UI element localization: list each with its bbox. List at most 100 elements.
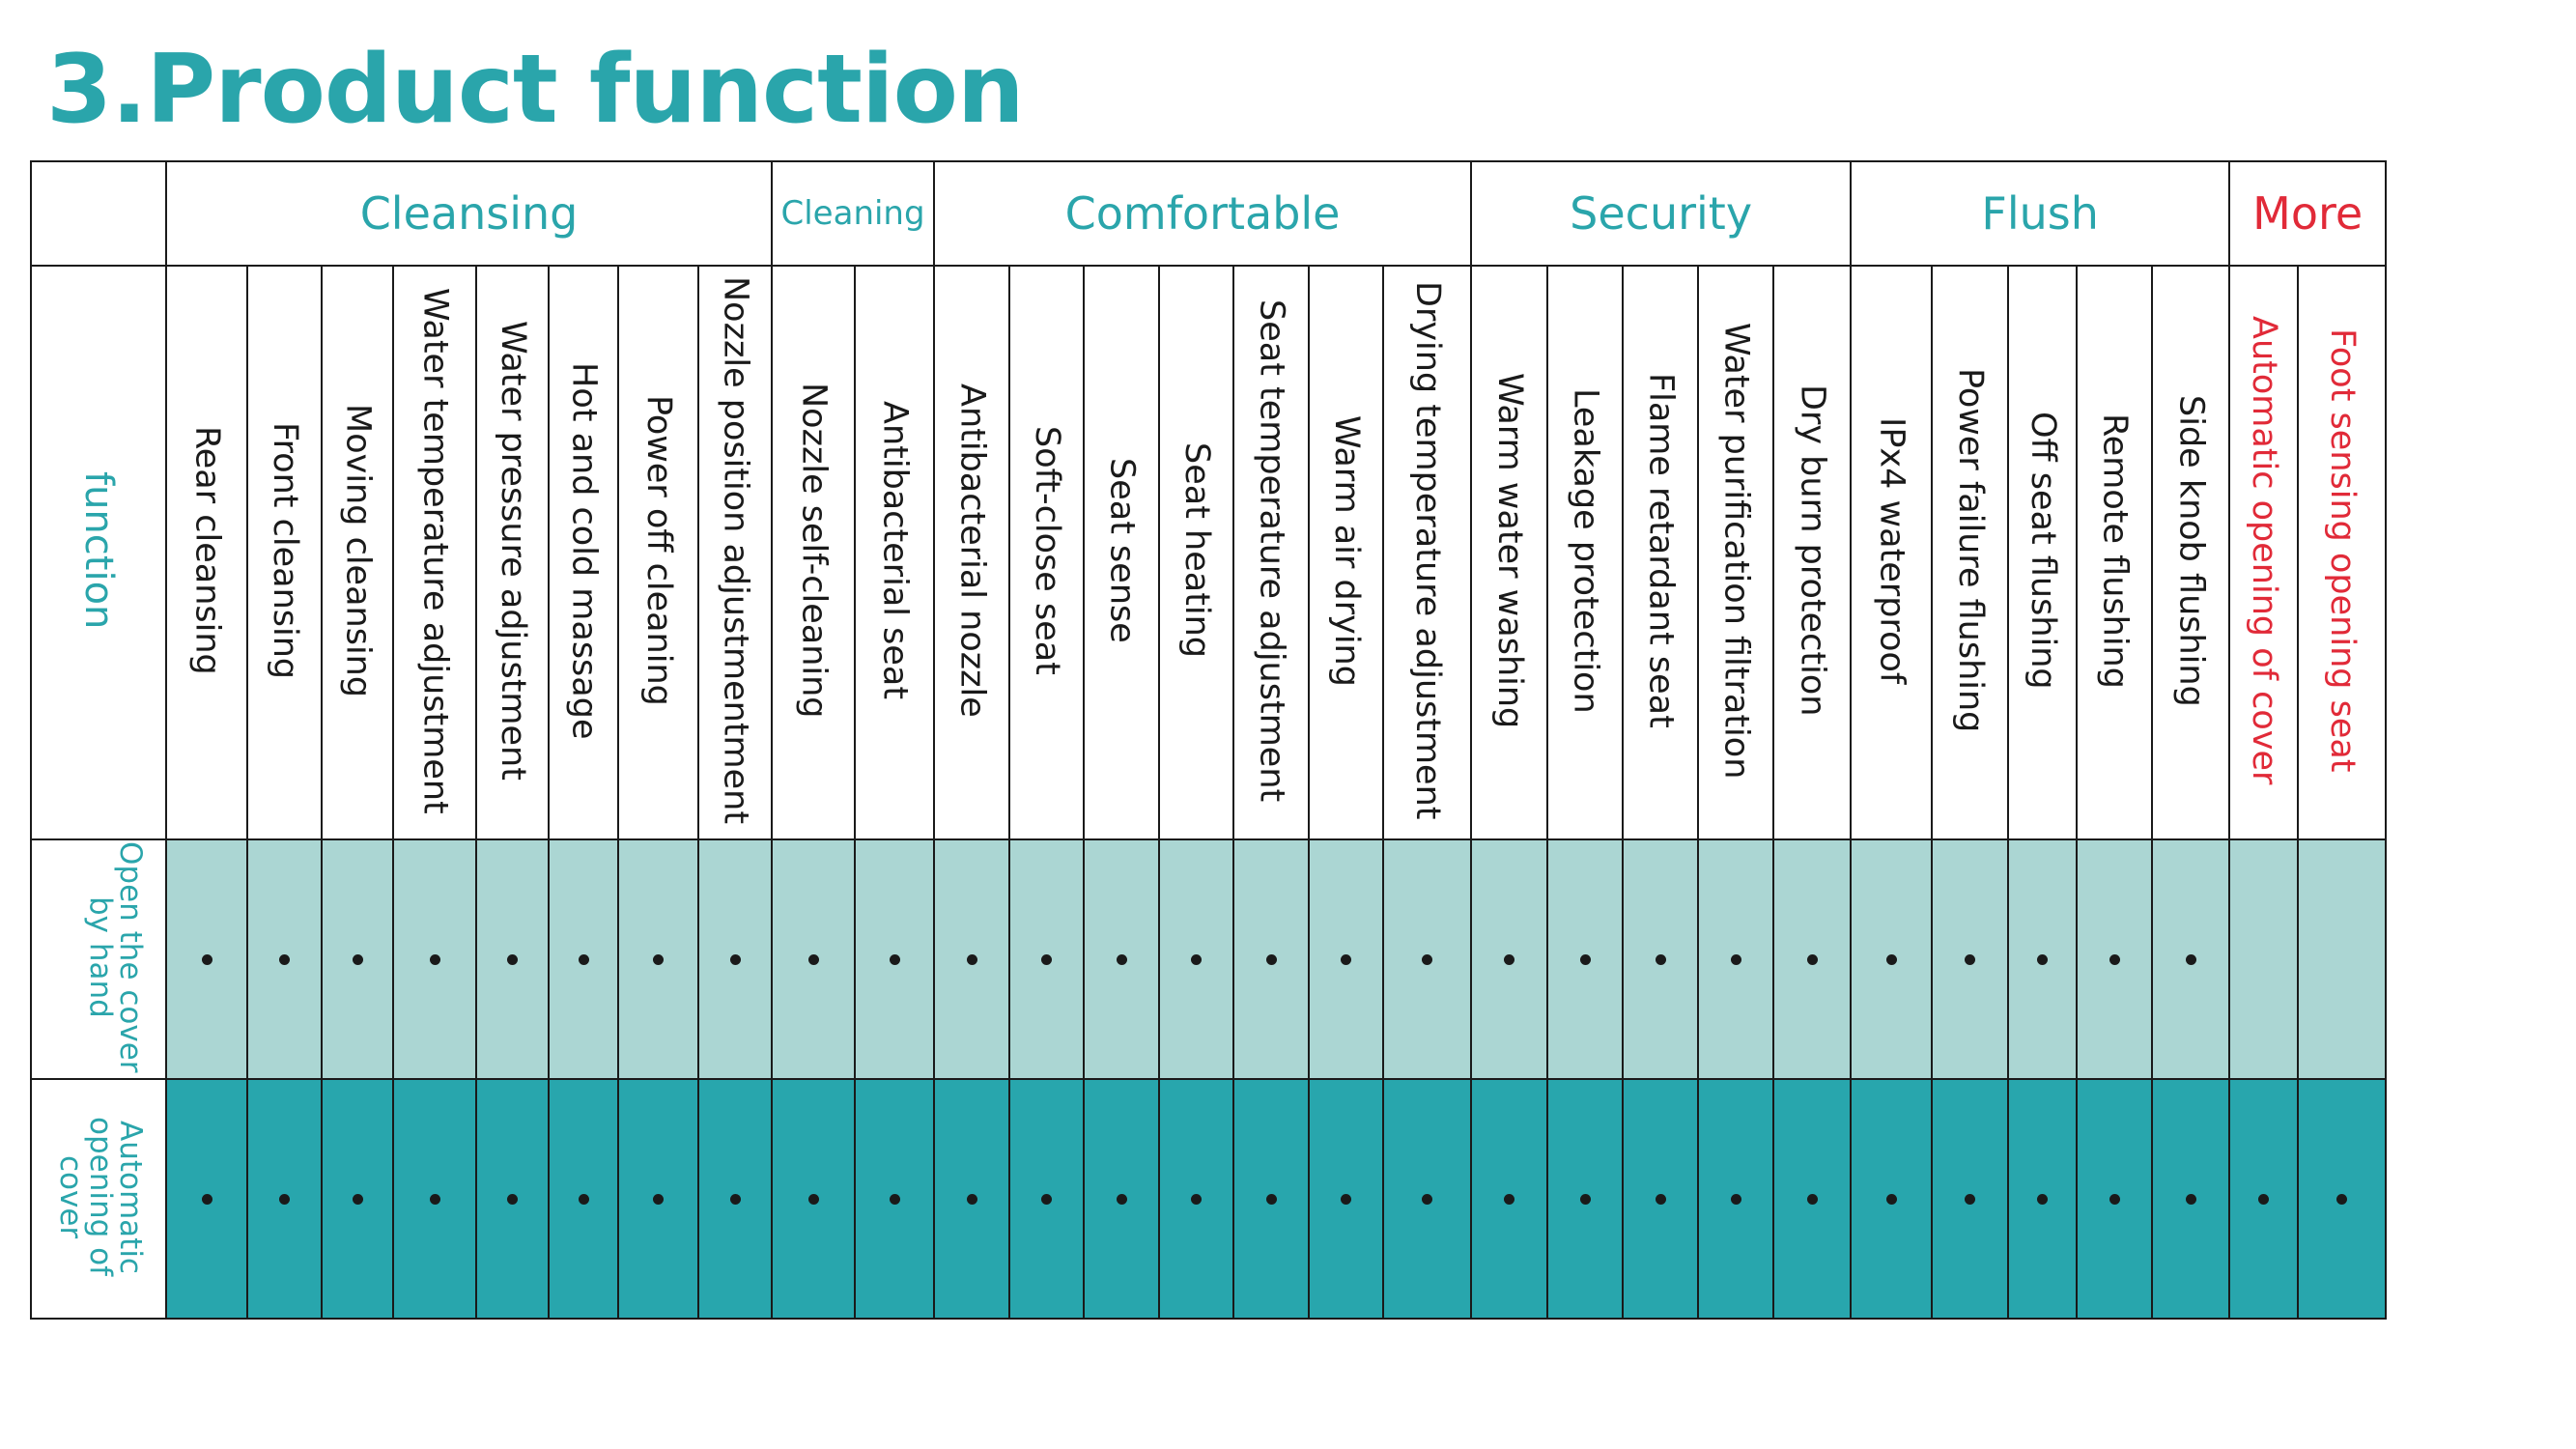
feature-cell: Remote flushing: [2076, 265, 2154, 840]
availability-cell: [321, 1078, 394, 1320]
feature-cell: Soft-close seat: [1008, 265, 1086, 840]
availability-dot: [2185, 1193, 2196, 1205]
availability-cell: [854, 1078, 936, 1320]
availability-cell: [1546, 1078, 1625, 1320]
feature-label: Remote flushing: [2095, 412, 2135, 689]
availability-cell: [548, 838, 619, 1080]
feature-cell: Automatic opening of cover: [2228, 265, 2300, 840]
model-label: Automatic opening of cover: [53, 1117, 148, 1277]
feature-cell: Nozzle self-cleaning: [771, 265, 857, 840]
availability-dot: [1265, 1193, 1277, 1205]
availability-cell: [1850, 1078, 1934, 1320]
availability-dot: [429, 1193, 440, 1205]
availability-cell: [246, 1078, 323, 1320]
category-cleansing: Cleansing: [164, 160, 774, 267]
feature-cell: Flame retardant seat: [1622, 265, 1700, 840]
availability-dot: [1730, 953, 1741, 965]
model-row-automatic-cover: Automatic opening of cover: [30, 1078, 2388, 1320]
feature-label: Dry burn protection: [1793, 384, 1832, 717]
availability-cell: [696, 1078, 774, 1320]
availability-dot: [1806, 1193, 1818, 1205]
availability-dot: [2037, 953, 2049, 965]
availability-cell: [933, 1078, 1011, 1320]
feature-cell: Power failure flushing: [1931, 265, 2010, 840]
availability-cell: [854, 838, 936, 1080]
feature-cell: Power off cleaning: [617, 265, 699, 840]
availability-cell: [771, 838, 857, 1080]
feature-label: Power failure flushing: [1950, 368, 1990, 733]
feature-label: Rear cleansing: [187, 426, 227, 675]
model-label: Open the cover by hand: [83, 841, 148, 1073]
availability-cell: [1083, 838, 1161, 1080]
availability-dot: [578, 953, 589, 965]
availability-dot: [429, 953, 440, 965]
availability-cell: [2151, 1078, 2231, 1320]
availability-dot: [1885, 1193, 1897, 1205]
availability-cell: [1772, 838, 1853, 1080]
availability-dot: [2037, 1193, 2049, 1205]
availability-dot: [1965, 1193, 1976, 1205]
availability-dot: [352, 1193, 363, 1205]
availability-cell: [1772, 1078, 1853, 1320]
availability-cell: [321, 838, 394, 1080]
availability-cell: [2228, 838, 2300, 1080]
feature-label: Power off cleaning: [638, 395, 678, 706]
availability-cell: [2007, 1078, 2079, 1320]
availability-cell: [2076, 838, 2154, 1080]
feature-label: Water pressure adjustment: [493, 321, 532, 781]
feature-label: Seat heating: [1176, 442, 1216, 659]
availability-dot: [507, 953, 518, 965]
feature-label: Antibacterial nozzle: [952, 384, 992, 718]
availability-cell: [1470, 1078, 1549, 1320]
availability-dot: [1265, 953, 1277, 965]
availability-cell: [1158, 1078, 1235, 1320]
feature-cell: Moving cleansing: [321, 265, 394, 840]
availability-dot: [729, 953, 741, 965]
page-title: 3.Product function: [46, 35, 1025, 145]
availability-dot: [1116, 1193, 1127, 1205]
feature-label: Foot sensing opening seat: [2322, 328, 2362, 773]
corner-cell: [30, 160, 167, 267]
availability-dot: [1341, 1193, 1352, 1205]
availability-cell: [2228, 1078, 2300, 1320]
feature-cell: Warm air drying: [1308, 265, 1385, 840]
availability-cell: [475, 1078, 550, 1320]
availability-cell: [1622, 1078, 1700, 1320]
availability-cell: [1470, 838, 1549, 1080]
feature-cell: Water temperature adjustment: [392, 265, 477, 840]
availability-dot: [1041, 1193, 1053, 1205]
feature-cell: Seat heating: [1158, 265, 1235, 840]
availability-dot: [1579, 953, 1591, 965]
availability-cell: [1546, 838, 1625, 1080]
availability-cell: [1158, 838, 1235, 1080]
availability-cell: [1382, 1078, 1473, 1320]
feature-label: Drying temperature adjustment: [1407, 281, 1447, 820]
category-flush: Flush: [1850, 160, 2231, 267]
feature-cell: Antibacterial nozzle: [933, 265, 1011, 840]
availability-dot: [966, 953, 977, 965]
feature-label: IPx4 waterproof: [1872, 416, 1911, 685]
availability-cell: [1083, 1078, 1161, 1320]
feature-cell: Warm water washing: [1470, 265, 1549, 840]
feature-cell: Leakage protection: [1546, 265, 1625, 840]
feature-cell: Off seat flushing: [2007, 265, 2079, 840]
feature-cell: Nozzle position adjustmentment: [696, 265, 774, 840]
availability-cell: [617, 838, 699, 1080]
availability-dot: [889, 953, 900, 965]
availability-dot: [653, 1193, 664, 1205]
availability-dot: [1422, 1193, 1433, 1205]
availability-dot: [729, 1193, 741, 1205]
availability-cell: [1308, 1078, 1385, 1320]
availability-cell: [617, 1078, 699, 1320]
availability-cell: [2007, 838, 2079, 1080]
availability-dot: [352, 953, 363, 965]
availability-dot: [201, 953, 212, 965]
availability-dot: [1116, 953, 1127, 965]
feature-label: Soft-close seat: [1027, 426, 1066, 675]
function-label-cell: function: [30, 265, 167, 840]
availability-cell: [1008, 838, 1086, 1080]
availability-dot: [279, 1193, 290, 1205]
availability-dot: [1504, 953, 1515, 965]
model-label-cell: Open the cover by hand: [30, 838, 167, 1080]
availability-cell: [1382, 838, 1473, 1080]
